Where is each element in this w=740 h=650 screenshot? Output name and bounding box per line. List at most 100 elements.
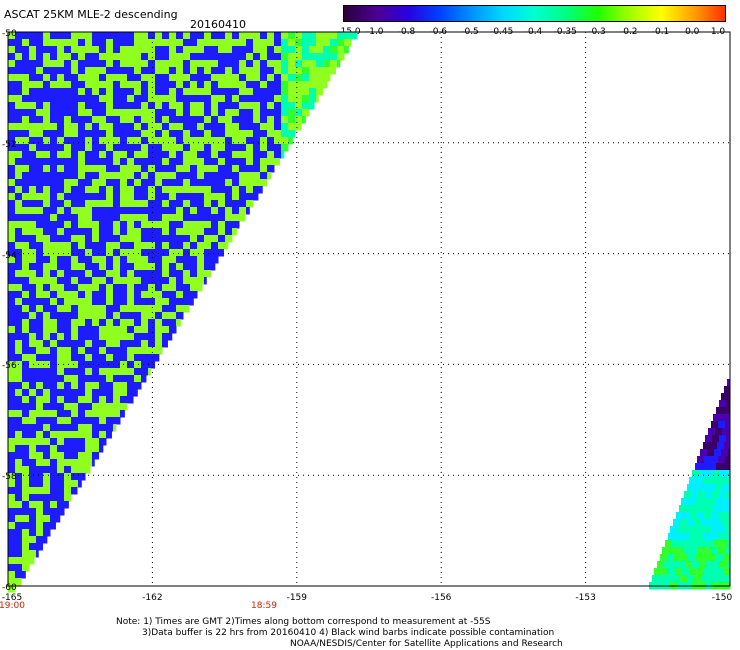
swath-cell bbox=[717, 568, 725, 576]
swath-cell bbox=[190, 39, 198, 47]
swath-cell bbox=[50, 522, 56, 530]
swath-cell bbox=[71, 354, 79, 362]
swath-cell bbox=[36, 410, 44, 418]
swath-cell bbox=[85, 88, 93, 96]
swath-cell bbox=[71, 326, 79, 334]
swath-cell bbox=[36, 333, 44, 341]
swath-cell bbox=[204, 81, 212, 89]
swath-cell bbox=[78, 249, 86, 257]
swath-cell bbox=[99, 53, 107, 61]
swath-cell bbox=[64, 445, 72, 453]
swath-cell bbox=[43, 424, 51, 432]
swath-cell bbox=[232, 179, 240, 187]
swath-cell bbox=[701, 484, 709, 492]
swath-cell bbox=[162, 256, 170, 264]
swath-cell bbox=[22, 389, 30, 397]
swath-cell bbox=[78, 165, 86, 173]
swath-cell bbox=[727, 561, 731, 569]
swath-cell bbox=[29, 172, 37, 180]
swath-cell bbox=[708, 484, 716, 492]
swath-cell bbox=[134, 256, 142, 264]
swath-cell bbox=[57, 67, 65, 75]
swath-cell bbox=[204, 242, 212, 250]
swath-cell bbox=[197, 123, 205, 131]
swath-cell bbox=[15, 277, 23, 285]
swath-cell bbox=[239, 123, 247, 131]
swath-cell bbox=[704, 512, 712, 520]
swath-cell bbox=[688, 554, 696, 562]
swath-cell bbox=[712, 526, 720, 534]
swath-cell bbox=[176, 95, 184, 103]
swath-cell bbox=[29, 200, 37, 208]
swath-cell bbox=[15, 95, 23, 103]
swath-cell bbox=[29, 452, 37, 460]
swath-cell bbox=[204, 74, 212, 82]
swath-cell bbox=[99, 214, 107, 222]
swath-cell bbox=[22, 347, 30, 355]
swath-cell bbox=[50, 501, 58, 509]
swath-cell bbox=[232, 102, 240, 110]
swath-cell bbox=[693, 540, 701, 548]
swath-cell bbox=[113, 172, 121, 180]
swath-cell bbox=[78, 263, 86, 271]
swath-cell bbox=[134, 39, 142, 47]
swath-cell bbox=[43, 109, 51, 117]
swath-cell bbox=[176, 151, 184, 159]
swath-cell bbox=[57, 515, 61, 523]
swath-cell bbox=[57, 263, 65, 271]
swath-cell bbox=[43, 305, 51, 313]
swath-cell bbox=[309, 39, 317, 47]
swath-cell bbox=[50, 424, 58, 432]
swath-cell bbox=[246, 81, 254, 89]
swath-cell bbox=[127, 200, 135, 208]
swath-cell bbox=[162, 158, 170, 166]
swath-cell bbox=[8, 529, 16, 537]
swath-cell bbox=[50, 193, 58, 201]
swath-cell bbox=[8, 249, 16, 257]
swath-cell bbox=[8, 375, 16, 383]
swath-cell bbox=[92, 361, 100, 369]
swath-cell bbox=[36, 361, 44, 369]
swath-cell bbox=[183, 74, 191, 82]
swath-cell bbox=[64, 319, 72, 327]
swath-cell bbox=[134, 60, 142, 68]
swath-cell bbox=[162, 270, 170, 278]
swath-cell bbox=[15, 473, 23, 481]
swath-cell bbox=[141, 242, 149, 250]
swath-cell bbox=[36, 270, 44, 278]
swath-cell bbox=[316, 46, 324, 54]
swath-cell bbox=[8, 340, 16, 348]
swath-cell bbox=[15, 494, 23, 502]
swath-cell bbox=[57, 151, 65, 159]
swath-cell bbox=[211, 221, 219, 229]
swath-cell bbox=[700, 505, 708, 513]
swath-cell bbox=[29, 319, 37, 327]
swath-cell bbox=[232, 151, 240, 159]
swath-cell bbox=[197, 270, 205, 278]
swath-cell bbox=[78, 53, 86, 61]
swath-cell bbox=[43, 249, 51, 257]
swath-cell bbox=[155, 277, 163, 285]
swath-cell bbox=[274, 53, 282, 61]
swath-cell bbox=[36, 312, 44, 320]
swath-cell bbox=[8, 564, 16, 572]
swath-cell bbox=[176, 123, 184, 131]
swath-cell bbox=[218, 158, 226, 166]
swath-cell bbox=[127, 347, 135, 355]
swath-cell bbox=[106, 284, 114, 292]
swath-cell bbox=[190, 67, 198, 75]
swath-cell bbox=[720, 561, 728, 569]
swath-cell bbox=[71, 81, 79, 89]
swath-cell bbox=[719, 491, 727, 499]
swath-cell bbox=[50, 88, 58, 96]
swath-cell bbox=[113, 123, 121, 131]
swath-cell bbox=[716, 407, 724, 415]
swath-cell bbox=[211, 214, 219, 222]
swath-cell bbox=[246, 179, 254, 187]
swath-cell bbox=[127, 249, 135, 257]
swath-cell bbox=[239, 165, 247, 173]
swath-cell bbox=[141, 277, 149, 285]
swath-cell bbox=[64, 284, 72, 292]
swath-cell bbox=[8, 60, 16, 68]
swath-cell bbox=[36, 109, 44, 117]
